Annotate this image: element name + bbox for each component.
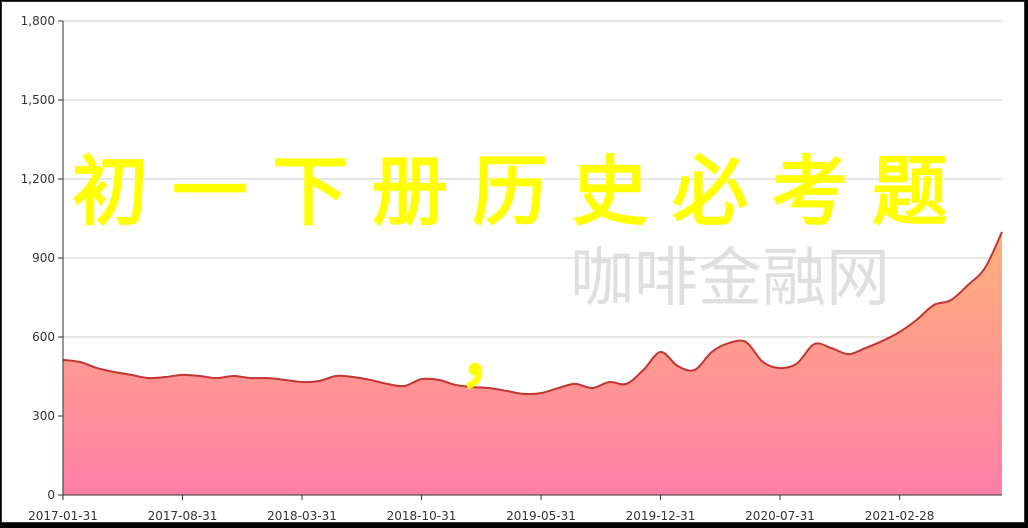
x-tick-label: 2018-10-31 (387, 509, 457, 523)
y-tick-label: 1,800 (21, 14, 55, 28)
x-tick-label: 2019-12-31 (626, 509, 696, 523)
x-tick-label: 2019-05-31 (506, 509, 576, 523)
series-area (63, 231, 1002, 495)
y-tick-label: 1,200 (21, 172, 55, 186)
y-tick-label: 1,500 (21, 93, 55, 107)
x-tick-label: 2018-03-31 (267, 509, 337, 523)
overlay-comma: ， (458, 315, 528, 397)
x-tick-label: 2017-08-31 (148, 509, 218, 523)
y-tick-label: 300 (32, 409, 55, 423)
y-tick-label: 0 (47, 488, 55, 502)
x-tick-label: 2017-01-31 (28, 509, 98, 523)
series-line (62, 231, 1003, 396)
overlay-title: 初一下册历史必考题 (72, 147, 972, 236)
x-tick-label: 2020-07-31 (745, 509, 815, 523)
y-tick-label: 900 (32, 251, 55, 265)
watermark: 咖啡金融网 (570, 242, 890, 316)
y-tick-label: 600 (32, 330, 55, 344)
x-tick-label: 2021-02-28 (865, 509, 935, 523)
